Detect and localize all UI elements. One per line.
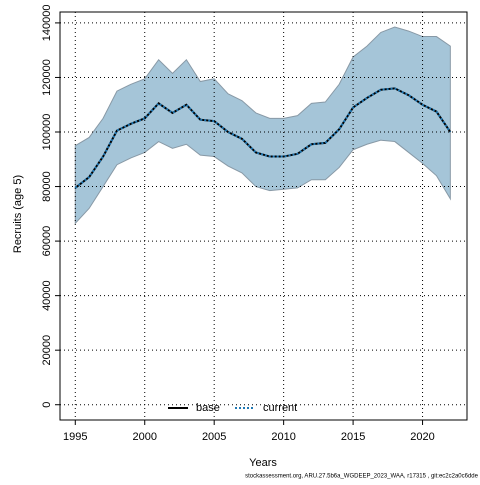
x-tick-label: 2000 [132,431,156,443]
x-tick-label: 2005 [202,431,226,443]
confidence-band [74,26,451,225]
y-tick-label: 100000 [41,114,53,151]
plot-frame [59,11,468,421]
y-tick-label: 120000 [41,59,53,96]
y-tick-label: 40000 [41,280,53,311]
x-tick-label: 2020 [410,431,434,443]
footer: stockassessment.org, ARU.27.5b6a_WGDEEP_… [245,474,479,480]
y-axis-label: Recruits (age 5) [12,175,24,253]
y-tick-label: 0 [41,402,53,408]
y-tick-label: 60000 [41,226,53,257]
legend-label: base [196,402,220,414]
y-tick-label: 80000 [41,171,53,202]
series-line [74,87,452,189]
y-tick-label: 20000 [41,335,53,366]
x-tick-label: 2010 [271,431,295,443]
y-tick-label: 140000 [41,5,53,42]
x-tick-label: 2015 [341,431,365,443]
x-tick-label: 1995 [63,431,87,443]
legend-label: current [263,402,297,414]
x-axis-label: Years [249,457,277,469]
